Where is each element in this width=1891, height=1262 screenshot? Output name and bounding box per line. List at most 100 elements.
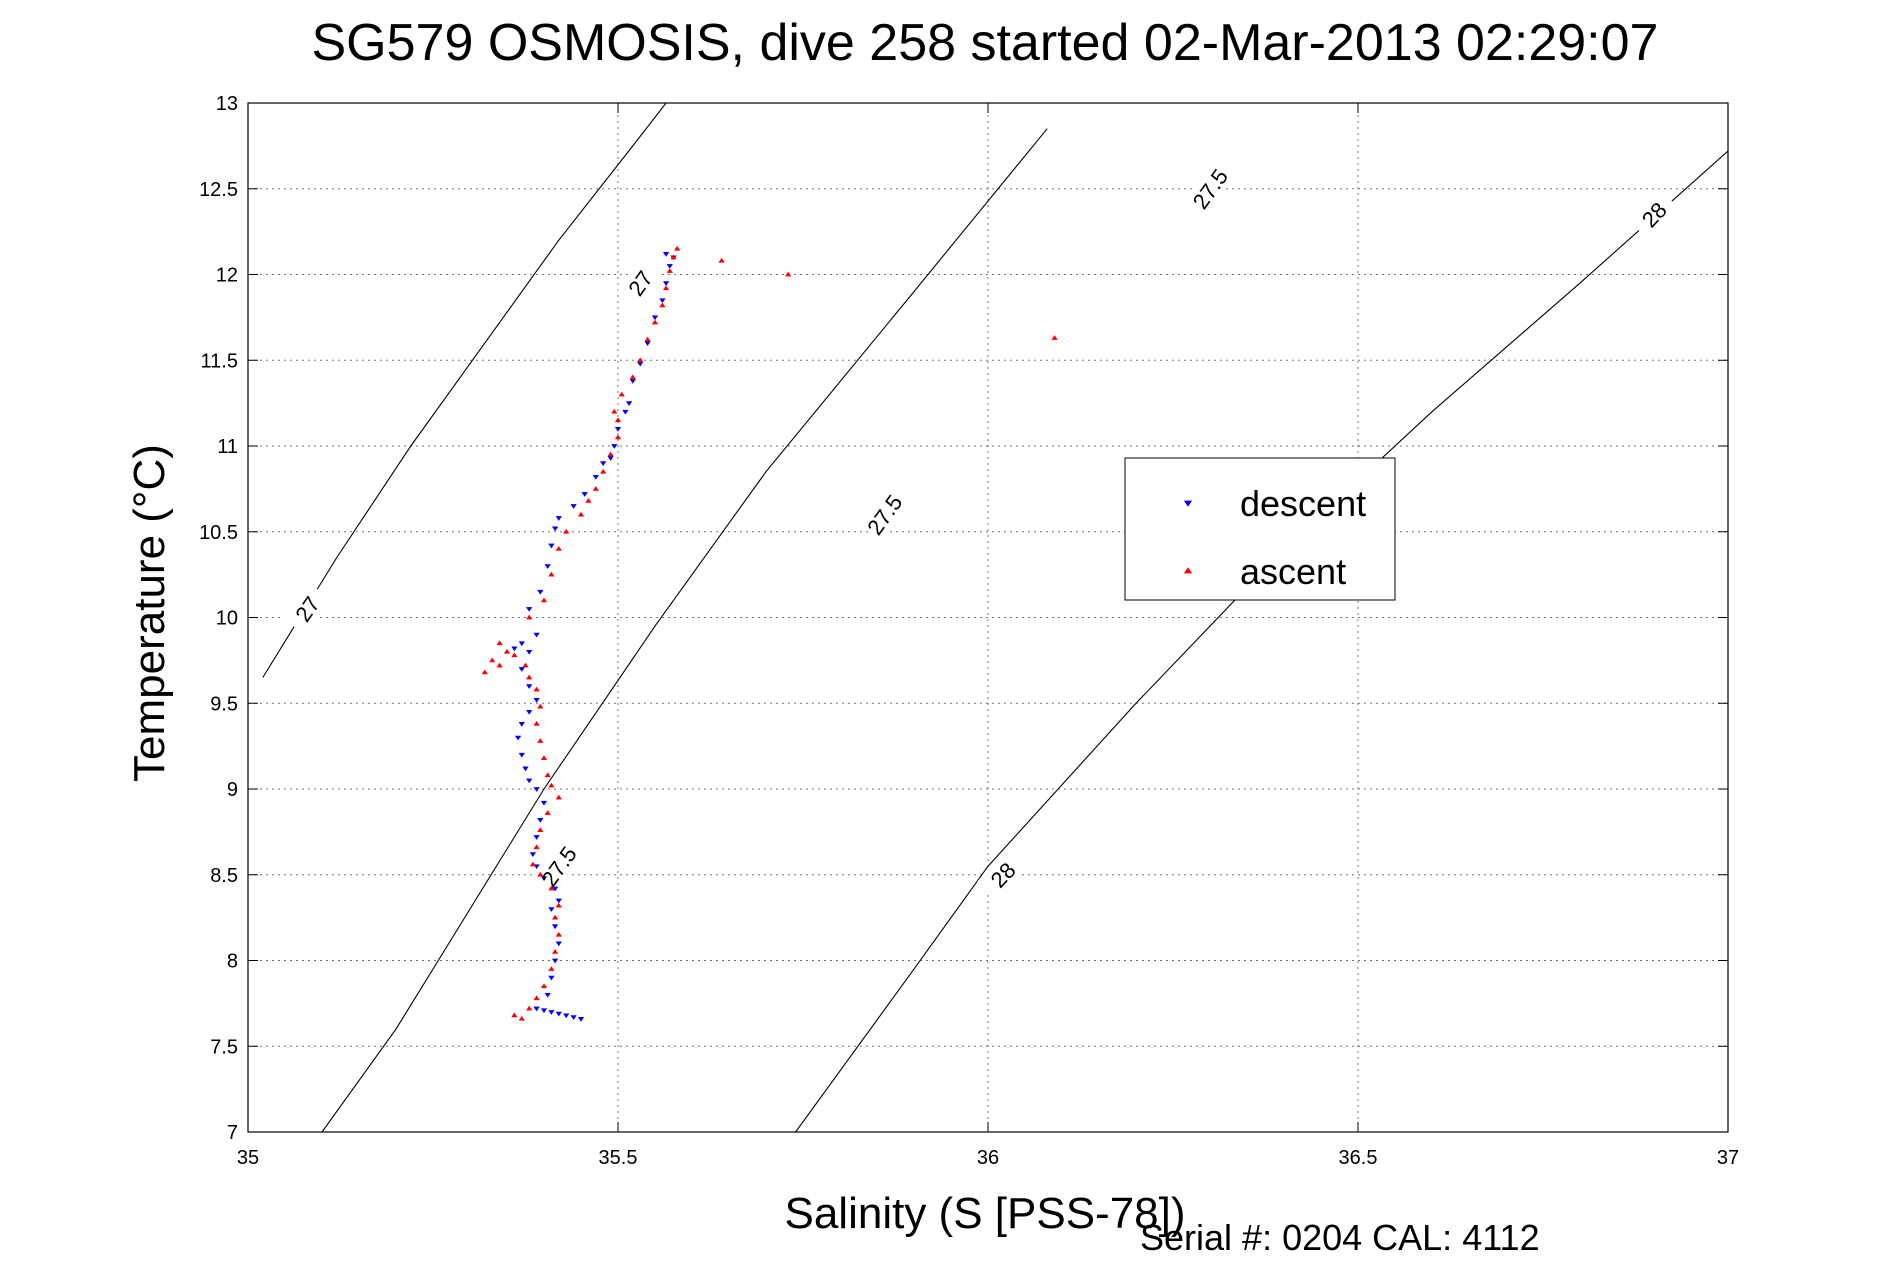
x-tick-label: 36 bbox=[977, 1147, 999, 1169]
data-point-descent bbox=[570, 504, 577, 509]
data-point-ascent bbox=[618, 391, 625, 397]
data-point-ascent bbox=[662, 285, 670, 291]
data-point-ascent bbox=[533, 720, 540, 726]
data-point-ascent bbox=[540, 597, 548, 603]
data-point-descent bbox=[577, 1016, 585, 1022]
data-point-ascent bbox=[614, 434, 622, 440]
data-point-ascent bbox=[548, 782, 555, 788]
y-tick-label: 13 bbox=[216, 93, 238, 115]
data-point-ascent bbox=[551, 949, 559, 954]
contour-label-bg bbox=[860, 488, 908, 540]
contour-label-bg bbox=[1628, 188, 1678, 239]
data-point-ascent bbox=[548, 885, 555, 891]
data-point-ascent bbox=[540, 983, 548, 989]
data-point-ascent bbox=[785, 271, 792, 277]
data-point-descent bbox=[548, 1010, 555, 1015]
x-tick-label: 36.5 bbox=[1339, 1147, 1378, 1169]
data-point-ascent bbox=[537, 738, 544, 743]
data-point-descent bbox=[540, 876, 548, 882]
data-point-descent bbox=[548, 543, 555, 549]
y-tick-label: 8 bbox=[227, 951, 238, 973]
data-point-descent bbox=[514, 735, 522, 741]
data-point-descent bbox=[544, 992, 551, 998]
contour-label-bg bbox=[1185, 162, 1233, 214]
data-point-ascent bbox=[659, 302, 666, 308]
data-point-ascent bbox=[614, 417, 622, 423]
contour-label-bg bbox=[283, 582, 330, 634]
data-point-descent bbox=[544, 564, 551, 569]
data-point-ascent bbox=[496, 662, 503, 668]
data-point-ascent bbox=[540, 755, 548, 760]
data-point-descent bbox=[551, 958, 559, 964]
density-contour-27 bbox=[262, 103, 667, 678]
y-tick-label: 9.5 bbox=[210, 693, 238, 715]
legend-label-descent: descent bbox=[1240, 483, 1366, 524]
data-point-ascent bbox=[718, 257, 725, 263]
data-point-descent bbox=[522, 766, 529, 772]
legend: descent ascent bbox=[1124, 457, 1396, 601]
data-point-ascent bbox=[1051, 335, 1058, 340]
legend-label-ascent: ascent bbox=[1240, 551, 1346, 592]
data-point-descent bbox=[570, 1015, 577, 1020]
x-tick-label: 35.5 bbox=[599, 1147, 638, 1169]
y-tick-label: 7.5 bbox=[210, 1036, 238, 1058]
data-point-ascent bbox=[544, 772, 551, 778]
data-point-descent bbox=[600, 461, 607, 467]
data-point-descent bbox=[563, 1013, 570, 1019]
data-point-descent bbox=[540, 1008, 548, 1014]
data-point-ascent bbox=[548, 966, 555, 971]
data-point-descent bbox=[526, 778, 533, 784]
data-point-descent bbox=[540, 800, 548, 806]
y-axis-label: Temperature (°C) bbox=[125, 444, 174, 782]
data-point-ascent bbox=[585, 497, 592, 503]
data-point-descent bbox=[622, 409, 629, 415]
data-point-ascent bbox=[522, 662, 529, 668]
data-point-descent bbox=[526, 649, 533, 655]
data-point-descent bbox=[637, 361, 644, 367]
density-contour-28 bbox=[795, 150, 1728, 1132]
y-tick-label: 10.5 bbox=[199, 522, 238, 544]
data-point-ascent bbox=[629, 374, 636, 380]
legend-marker-descent bbox=[1183, 500, 1193, 507]
data-point-ascent bbox=[563, 528, 570, 534]
data-point-ascent bbox=[644, 336, 651, 342]
data-point-ascent bbox=[674, 245, 681, 251]
data-point-descent bbox=[551, 526, 559, 532]
data-point-ascent bbox=[600, 468, 607, 474]
data-point-descent bbox=[511, 646, 518, 652]
data-point-descent bbox=[518, 752, 525, 758]
data-point-ascent bbox=[637, 357, 644, 363]
data-point-ascent bbox=[526, 674, 533, 680]
density-contour-27.5 bbox=[321, 128, 1048, 1132]
data-point-descent bbox=[533, 787, 540, 792]
data-point-ascent bbox=[551, 914, 559, 920]
data-point-descent bbox=[537, 589, 544, 595]
data-point-descent bbox=[666, 264, 673, 269]
data-point-descent bbox=[644, 341, 651, 346]
data-point-ascent bbox=[503, 648, 511, 654]
data-point-ascent bbox=[511, 1012, 518, 1018]
data-point-ascent bbox=[651, 319, 659, 325]
data-point-descent bbox=[551, 886, 559, 892]
data-point-ascent bbox=[548, 571, 555, 577]
data-point-ascent bbox=[555, 546, 562, 551]
legend-marker-ascent bbox=[1183, 567, 1193, 574]
data-point-ascent bbox=[529, 861, 537, 867]
data-point-ascent bbox=[496, 640, 503, 646]
data-point-descent bbox=[625, 401, 633, 407]
data-point-descent bbox=[529, 852, 537, 858]
contour-label-bg bbox=[534, 840, 582, 892]
data-point-ascent bbox=[607, 451, 614, 457]
data-point-ascent bbox=[537, 871, 544, 877]
contour-label-bg bbox=[977, 849, 1027, 899]
data-point-descent bbox=[629, 378, 636, 384]
data-points bbox=[481, 245, 1058, 1022]
density-contours bbox=[262, 103, 1728, 1132]
data-point-descent bbox=[548, 907, 555, 912]
contour-label: 27.5 bbox=[537, 842, 582, 891]
data-point-ascent bbox=[489, 657, 496, 663]
data-point-descent bbox=[533, 1006, 540, 1012]
data-point-descent bbox=[659, 298, 666, 304]
data-point-ascent bbox=[533, 844, 540, 850]
data-point-descent bbox=[614, 426, 622, 432]
